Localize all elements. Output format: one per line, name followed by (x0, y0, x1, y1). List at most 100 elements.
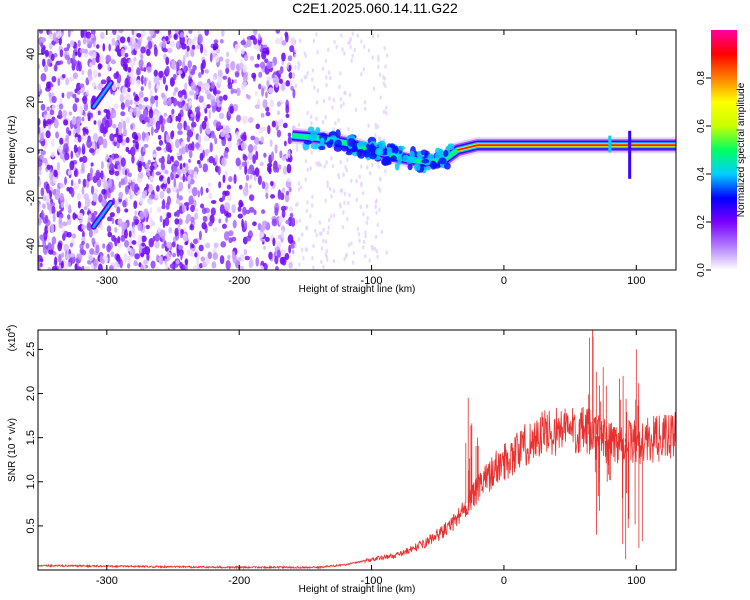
noise-speckle (240, 40, 247, 46)
noise-speckle (170, 78, 175, 86)
noise-speckle (130, 60, 136, 67)
noise-speckle (285, 104, 290, 114)
noise-speckle (324, 252, 327, 258)
noise-speckle (281, 52, 286, 62)
noise-speckle (351, 53, 354, 59)
noise-speckle (125, 146, 130, 153)
noise-speckle (74, 88, 78, 94)
noise-speckle (148, 194, 155, 200)
noise-speckle (344, 165, 347, 170)
noise-speckle (201, 222, 207, 230)
noise-speckle (155, 254, 159, 263)
noise-speckle (190, 121, 197, 128)
noise-speckle (238, 184, 243, 190)
noise-speckle (224, 202, 231, 212)
noise-speckle (171, 252, 177, 258)
noise-speckle (57, 145, 63, 154)
noise-speckle (82, 143, 85, 150)
bottom-x-axis-label: Height of straight line (km) (299, 584, 416, 595)
noise-speckle (125, 136, 130, 144)
noise-speckle (280, 229, 284, 239)
noise-speckle (298, 218, 302, 223)
noise-speckle (312, 243, 315, 249)
noise-speckle (56, 31, 62, 39)
noise-speckle (245, 93, 249, 98)
noise-speckle (260, 224, 266, 231)
noise-speckle (149, 207, 153, 214)
x-tick-label: 100 (627, 575, 645, 587)
noise-speckle (40, 150, 46, 156)
noise-speckle (45, 245, 49, 250)
noise-speckle (124, 99, 130, 108)
noise-speckle (91, 81, 97, 87)
ridge-blob (335, 129, 341, 139)
noise-speckle (262, 44, 268, 49)
noise-speckle (177, 130, 183, 135)
noise-speckle (327, 70, 331, 75)
noise-speckle (276, 101, 281, 107)
noise-speckle (81, 133, 87, 141)
noise-speckle (324, 198, 327, 203)
x-tick-label: 0 (501, 275, 507, 287)
noise-speckle (222, 174, 226, 184)
noise-speckle (90, 185, 95, 195)
noise-speckle (140, 46, 146, 54)
noise-speckle (111, 217, 115, 225)
noise-speckle (178, 101, 184, 109)
noise-speckle (274, 37, 281, 45)
noise-speckle (178, 195, 183, 201)
noise-speckle (319, 162, 322, 168)
noise-speckle (197, 81, 203, 87)
ridge-blob (397, 155, 402, 165)
noise-speckle (321, 66, 325, 71)
noise-speckle (38, 170, 42, 176)
noise-speckle (156, 266, 160, 270)
noise-speckle (191, 186, 198, 197)
noise-speckle (149, 30, 155, 36)
ridge-blob (402, 154, 410, 163)
noise-speckle (66, 43, 71, 49)
noise-speckle (173, 171, 177, 178)
ridge-blob (318, 145, 326, 151)
noise-speckle (145, 131, 150, 142)
noise-speckle (368, 171, 372, 176)
noise-speckle (74, 97, 80, 103)
noise-speckle (222, 128, 228, 135)
noise-speckle (315, 116, 318, 121)
noise-speckle (77, 266, 82, 270)
noise-speckle (231, 204, 236, 214)
noise-speckle (219, 204, 225, 215)
noise-speckle (162, 187, 166, 192)
noise-speckle (367, 48, 371, 53)
noise-speckle (154, 110, 158, 118)
noise-speckle (192, 238, 198, 245)
noise-speckle (58, 109, 63, 120)
noise-speckle (234, 43, 241, 50)
noise-speckle (77, 146, 82, 155)
noise-speckle (85, 242, 90, 249)
noise-speckle (74, 263, 78, 270)
noise-speckle (201, 120, 207, 130)
noise-speckle (358, 238, 361, 243)
noise-speckle (117, 218, 123, 224)
noise-speckle (97, 63, 102, 70)
noise-speckle (149, 175, 154, 181)
noise-speckle (133, 200, 138, 209)
noise-speckle (160, 92, 166, 99)
noise-speckle (58, 210, 62, 215)
noise-speckle (75, 64, 80, 72)
noise-speckle (276, 129, 282, 138)
noise-speckle (247, 144, 254, 153)
noise-speckle (81, 155, 88, 164)
noise-speckle (263, 245, 266, 250)
noise-speckle (306, 110, 309, 116)
noise-speckle (102, 243, 106, 249)
noise-speckle (134, 183, 139, 194)
noise-speckle (114, 237, 118, 247)
noise-speckle (160, 169, 166, 174)
noise-speckle (206, 104, 211, 109)
noise-speckle (277, 234, 282, 240)
noise-speckle (138, 59, 144, 69)
noise-speckle (230, 60, 236, 71)
noise-speckle (296, 201, 299, 207)
